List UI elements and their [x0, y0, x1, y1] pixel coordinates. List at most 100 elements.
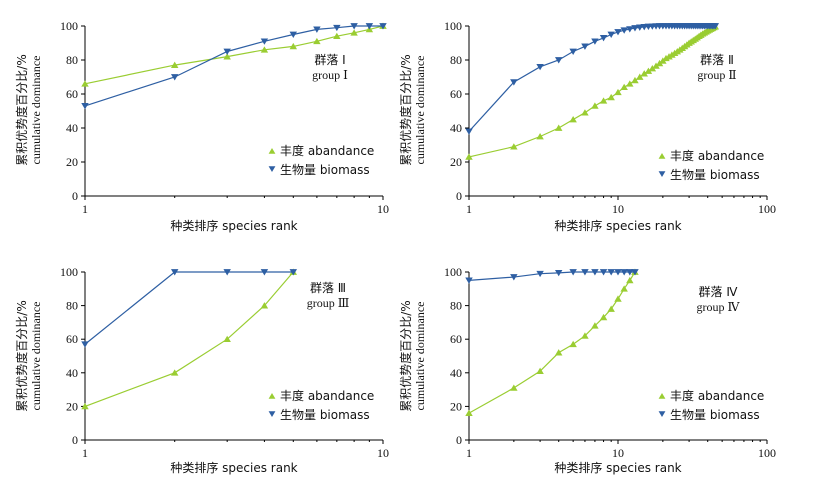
data-point-abundance: [536, 367, 544, 374]
data-point-abundance: [333, 32, 341, 40]
data-point-biomass: [289, 269, 298, 276]
legend: 丰度 abandance 生物量 biomass: [268, 143, 374, 177]
data-point-biomass: [620, 27, 628, 34]
y-tick-label: 20: [450, 155, 462, 169]
data-point-biomass: [626, 26, 634, 33]
data-point-biomass: [599, 35, 608, 42]
data-point-abundance: [313, 37, 321, 45]
y-tick-label: 80: [450, 53, 462, 67]
data-point-biomass: [626, 269, 634, 276]
legend: 丰度 abandance 生物量 biomass: [268, 388, 374, 422]
group-label-en: group Ⅱ: [697, 68, 736, 82]
data-point-biomass: [510, 274, 518, 281]
data-point-biomass: [631, 25, 639, 32]
group-label-cn: 群落 Ⅰ: [314, 53, 345, 67]
y-axis-title-cn: 累积优势度百分比/%: [14, 300, 29, 411]
data-point-abundance: [614, 295, 622, 302]
y-tick-label: 0: [456, 189, 462, 203]
x-tick-label: 1: [82, 446, 88, 460]
legend-biomass-marker: [268, 166, 276, 173]
group-label-cn: 群落 Ⅲ: [310, 281, 346, 295]
y-tick-label: 80: [66, 299, 78, 313]
data-point-abundance: [636, 73, 644, 80]
legend-abundance-label: 丰度 abandance: [280, 143, 374, 158]
group-label-cn: 群落 Ⅳ: [699, 285, 738, 299]
data-point-abundance: [260, 302, 269, 309]
series-line-abundance: [468, 26, 716, 158]
y-tick-label: 60: [450, 87, 462, 101]
x-tick-label: 10: [377, 446, 389, 460]
y-tick-label: 40: [66, 121, 78, 135]
legend-biomass-marker: [658, 411, 666, 418]
series-line-biomass: [468, 25, 716, 132]
legend-biomass-marker: [658, 171, 666, 178]
data-point-biomass: [640, 23, 648, 31]
legend-abundance-marker: [658, 392, 666, 399]
y-axis-title-en: cumulative dominance: [413, 302, 427, 411]
data-point-biomass: [333, 24, 341, 32]
data-point-biomass: [260, 269, 269, 276]
data-point-biomass: [591, 38, 599, 45]
data-point-abundance: [581, 332, 589, 339]
x-tick-label: 1: [466, 202, 472, 216]
data-point-abundance: [591, 322, 599, 329]
data-point-abundance: [581, 109, 589, 116]
data-point-abundance: [223, 53, 231, 60]
data-point-biomass: [554, 269, 563, 277]
x-axis-title: 种类排序 species rank: [554, 218, 681, 233]
data-point-biomass: [614, 29, 622, 36]
data-point-biomass: [81, 103, 89, 110]
legend-abundance-marker: [268, 147, 276, 154]
group-label-en: group Ⅳ: [697, 300, 741, 314]
legend-abundance-label: 丰度 abandance: [670, 148, 764, 163]
series-line-abundance: [84, 271, 294, 407]
data-point-abundance: [626, 276, 634, 284]
y-axis-title-cn: 累积优势度百分比/%: [398, 54, 413, 165]
data-point-abundance: [510, 143, 518, 150]
data-point-abundance: [569, 340, 577, 348]
legend-abundance-marker: [658, 152, 666, 159]
legend: 丰度 abandance 生物量 biomass: [658, 148, 764, 182]
data-point-biomass: [607, 269, 615, 276]
legend-abundance-marker: [268, 392, 276, 399]
legend-biomass-label: 生物量 biomass: [280, 163, 370, 177]
y-tick-label: 100: [444, 265, 462, 279]
y-tick-label: 60: [450, 332, 462, 346]
y-tick-label: 20: [450, 399, 462, 413]
data-point-biomass: [170, 74, 179, 81]
data-point-biomass: [223, 48, 231, 55]
data-point-abundance: [599, 97, 608, 104]
series-line-biomass: [84, 25, 383, 107]
data-point-abundance: [510, 384, 518, 391]
series-line-abundance: [84, 25, 384, 85]
x-axis-title: 种类排序 species rank: [170, 460, 297, 475]
data-point-abundance: [620, 285, 628, 292]
legend-biomass-label: 生物量 biomass: [670, 408, 760, 422]
data-point-biomass: [599, 269, 608, 276]
data-point-abundance: [591, 102, 599, 109]
data-point-biomass: [289, 31, 298, 38]
data-point-biomass: [170, 269, 179, 276]
y-tick-label: 20: [66, 155, 78, 169]
data-point-biomass: [569, 48, 577, 55]
data-point-biomass: [313, 26, 321, 33]
data-point-abundance: [569, 116, 577, 123]
data-point-biomass: [536, 270, 544, 278]
y-tick-label: 40: [66, 366, 78, 380]
data-point-biomass: [379, 23, 387, 30]
y-axis-title-en: cumulative dominance: [29, 56, 43, 165]
y-tick-label: 0: [72, 433, 78, 447]
y-tick-label: 80: [66, 53, 78, 67]
data-point-biomass: [260, 38, 269, 45]
data-point-abundance: [614, 88, 622, 96]
data-point-abundance: [536, 133, 544, 140]
x-tick-label: 1: [466, 446, 472, 460]
x-tick-label: 10: [612, 202, 624, 216]
y-tick-label: 0: [72, 189, 78, 203]
group-label-cn: 群落 Ⅱ: [700, 53, 734, 67]
y-tick-label: 20: [66, 399, 78, 413]
y-tick-label: 0: [456, 433, 462, 447]
